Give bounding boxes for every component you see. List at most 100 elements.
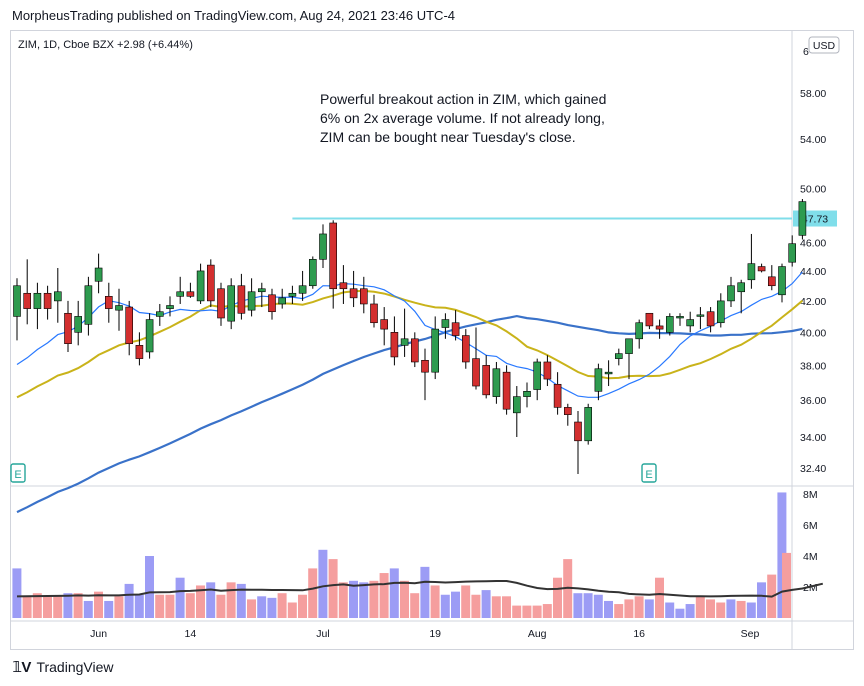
volume-bar bbox=[420, 566, 430, 618]
candle-body bbox=[186, 291, 195, 297]
price-tick-label: 40.00 bbox=[800, 327, 826, 339]
time-tick-label: Jul bbox=[316, 628, 329, 640]
volume-bar bbox=[145, 556, 154, 618]
volume-bar bbox=[553, 577, 562, 618]
time-tick-label: 14 bbox=[185, 628, 197, 640]
candle-body bbox=[482, 365, 491, 396]
candle-body bbox=[176, 291, 184, 297]
candle-body bbox=[686, 319, 695, 327]
volume-bar bbox=[43, 596, 52, 618]
volume-ma-line bbox=[16, 580, 824, 598]
sma-50-line bbox=[16, 314, 803, 514]
candle-body bbox=[43, 292, 52, 309]
candle-body bbox=[523, 391, 531, 397]
volume-bar bbox=[277, 593, 287, 618]
volume-bar bbox=[226, 582, 236, 618]
volume-bar bbox=[491, 596, 501, 618]
price-tick-label: 46.00 bbox=[800, 237, 826, 249]
volume-bar bbox=[175, 577, 185, 618]
volume-bar bbox=[522, 605, 532, 618]
volume-bar bbox=[165, 594, 175, 618]
volume-bar bbox=[726, 599, 736, 618]
candle-body bbox=[798, 201, 807, 236]
volume-bar bbox=[389, 568, 399, 618]
candle-body bbox=[53, 291, 62, 302]
volume-bar bbox=[369, 580, 379, 618]
currency-badge bbox=[808, 36, 840, 54]
candle-body bbox=[665, 316, 674, 333]
candle-body bbox=[166, 305, 174, 309]
volume-bar bbox=[94, 591, 103, 618]
volume-bar bbox=[782, 554, 791, 618]
volume-bar bbox=[349, 580, 358, 618]
volume-bar bbox=[22, 596, 32, 618]
candle-body bbox=[431, 328, 440, 373]
candle-body bbox=[574, 421, 582, 442]
candle-body bbox=[676, 316, 684, 319]
annotation-text: 6% on 2x average volume. If not already … bbox=[320, 110, 605, 126]
candle-body bbox=[94, 267, 103, 282]
candle-body bbox=[23, 292, 32, 309]
volume-bar bbox=[400, 580, 409, 618]
volume-bar bbox=[83, 600, 93, 618]
price-tick-label: 42.00 bbox=[800, 296, 826, 308]
candle-body bbox=[696, 314, 705, 317]
candle-body bbox=[400, 338, 409, 346]
candle-body bbox=[645, 312, 654, 327]
time-tick-label: 16 bbox=[633, 628, 645, 640]
volume-bar bbox=[410, 593, 420, 618]
volume-bar bbox=[542, 604, 552, 618]
earnings-marker bbox=[10, 463, 26, 483]
time-tick-label: 19 bbox=[429, 628, 441, 640]
price-tick-label: 32.40 bbox=[800, 463, 826, 475]
volume-bar bbox=[63, 593, 73, 618]
candle-body bbox=[380, 319, 389, 330]
volume-bar bbox=[318, 549, 328, 618]
candle-body bbox=[604, 371, 613, 375]
volume-bar bbox=[247, 599, 256, 618]
candle-body bbox=[339, 282, 348, 290]
volume-bar bbox=[196, 585, 205, 618]
candle-body bbox=[472, 358, 480, 387]
candle-body bbox=[543, 361, 552, 380]
volume-bar bbox=[298, 594, 307, 618]
volume-bar bbox=[757, 582, 766, 618]
tradingview-footer[interactable]: 𝟙V TradingView bbox=[12, 658, 114, 676]
volume-bar bbox=[451, 591, 460, 618]
candle-body bbox=[706, 311, 715, 327]
candle-body bbox=[156, 311, 164, 317]
volume-bar bbox=[706, 599, 715, 618]
candle-body bbox=[329, 222, 338, 290]
volume-bar bbox=[236, 583, 246, 618]
candle-body bbox=[135, 345, 144, 359]
candle-body bbox=[410, 338, 419, 363]
candle-body bbox=[13, 285, 21, 317]
candle-body bbox=[207, 264, 215, 302]
candle-body bbox=[64, 312, 72, 344]
candle-body bbox=[308, 259, 317, 287]
volume-bar bbox=[614, 604, 624, 618]
volume-bar bbox=[695, 596, 705, 618]
volume-bar bbox=[379, 573, 389, 618]
price-tick-label: 36.00 bbox=[800, 395, 826, 407]
volume-bar bbox=[308, 568, 318, 618]
volume-bar bbox=[502, 596, 511, 618]
candle-body bbox=[584, 407, 593, 442]
candle-body bbox=[461, 335, 470, 363]
candle-body bbox=[237, 285, 246, 314]
sma-10-line bbox=[16, 271, 803, 398]
publisher-header: MorpheusTrading published on TradingView… bbox=[12, 8, 455, 23]
price-tick-label: 34.00 bbox=[800, 432, 826, 444]
volume-bar bbox=[114, 596, 124, 618]
candle-body bbox=[217, 288, 225, 319]
price-tick-label: 38.00 bbox=[800, 360, 826, 372]
earnings-marker bbox=[641, 463, 657, 483]
candle-body bbox=[655, 325, 664, 330]
candle-body bbox=[298, 285, 307, 294]
volume-bar bbox=[532, 605, 542, 618]
volume-bar bbox=[206, 582, 216, 618]
volume-bar bbox=[573, 593, 583, 618]
candle-body bbox=[390, 332, 399, 358]
candle-body bbox=[533, 361, 542, 390]
